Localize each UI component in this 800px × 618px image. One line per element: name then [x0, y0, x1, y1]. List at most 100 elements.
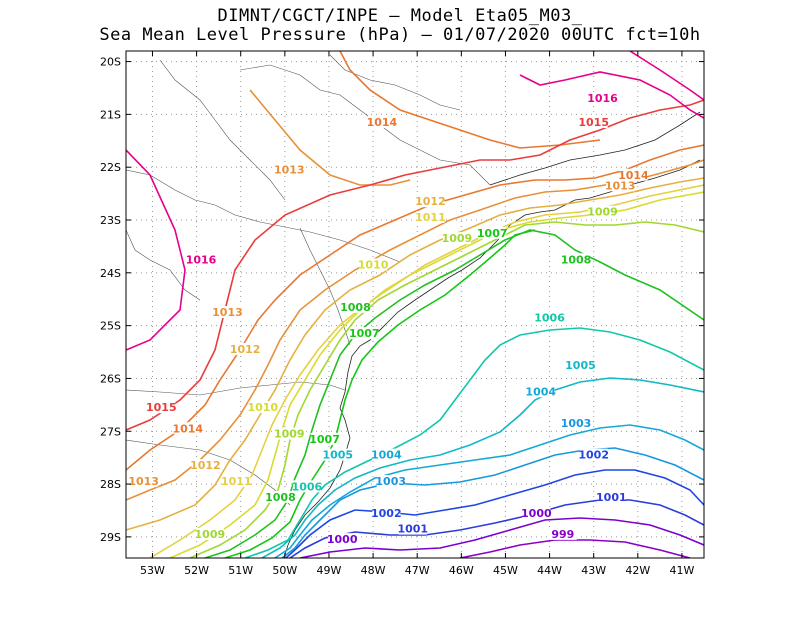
contour-label: 1016 [186, 253, 217, 266]
contour-label-bg [231, 343, 260, 356]
contour-label: 1009 [195, 528, 226, 541]
contour-label: 1005 [565, 359, 596, 372]
isobar-1014 [126, 144, 704, 471]
contour-label-bg [341, 300, 370, 313]
lon-tick-label: 42W [625, 564, 650, 577]
isobar-999 [459, 539, 691, 558]
isobar-1012 [126, 177, 704, 531]
contour-label-bg [566, 358, 595, 371]
contour-label-bg [478, 226, 507, 239]
contour-label: 1002 [371, 507, 402, 520]
lon-tick-label: 51W [228, 564, 253, 577]
contour-label-bg [562, 253, 591, 266]
contour-label-bg [213, 306, 242, 319]
lat-tick-label: 28S [100, 478, 121, 491]
contour-label: 1016 [587, 92, 618, 105]
contour-label: 1011 [415, 211, 446, 224]
contour-label: 1004 [371, 449, 402, 462]
contour-label: 1015 [578, 116, 609, 129]
isobar-1004 [274, 424, 704, 558]
contour-label-bg [275, 427, 304, 440]
contour-label-bg [372, 506, 401, 519]
map-title-line1: DIMNT/CGCT/INPE – Model Eta05_M03_ [217, 6, 583, 26]
lat-lon-grid [126, 51, 704, 558]
lon-tick-label: 43W [581, 564, 606, 577]
contour-label: 1012 [190, 459, 221, 472]
contour-label-bg [359, 258, 388, 271]
isobar-1003 [281, 447, 704, 558]
contour-label-bg [187, 253, 216, 266]
contour-label: 1005 [322, 449, 353, 462]
state-borders [126, 54, 491, 506]
contour-label: 1001 [596, 491, 627, 504]
contour-label: 1009 [442, 232, 473, 245]
lon-tick-label: 52W [184, 564, 209, 577]
contour-label-bg [147, 401, 176, 414]
lon-tick-label: 45W [493, 564, 518, 577]
isobar-1011 [149, 184, 704, 558]
contour-label: 1013 [274, 163, 305, 176]
lon-tick-label: 47W [405, 564, 430, 577]
contour-label-bg [416, 195, 445, 208]
lat-tick-label: 23S [100, 214, 121, 227]
contour-label: 1007 [477, 227, 508, 240]
contour-label: 1010 [358, 259, 389, 272]
contour-label: 1012 [415, 195, 446, 208]
contour-label: 1008 [340, 301, 371, 314]
contour-label: 1011 [221, 475, 252, 488]
lat-tick-label: 25S [100, 320, 121, 333]
isobar-1006 [244, 327, 704, 558]
contour-label: 1004 [525, 385, 556, 398]
contour-label-bg [579, 115, 608, 128]
contour-label-bg [372, 448, 401, 461]
contour-label: 1002 [578, 449, 609, 462]
contour-label: 1003 [561, 417, 592, 430]
isobar-1016 [629, 51, 704, 101]
contour-label-bg [606, 179, 635, 192]
contour-label-bg [562, 416, 591, 429]
coastline [283, 111, 701, 558]
contour-label: 999 [551, 528, 574, 541]
contour-label-bg [266, 490, 295, 503]
contour-label: 1012 [230, 343, 261, 356]
contour-label-bg [350, 327, 379, 340]
contour-label-bg [526, 385, 555, 398]
contour-label: 1015 [146, 401, 177, 414]
isobar-1002 [285, 469, 704, 558]
contour-label: 1009 [587, 206, 618, 219]
contour-label-bg [619, 168, 648, 181]
contour-label: 1007 [349, 327, 380, 340]
contour-label: 1014 [618, 169, 649, 182]
lat-tick-label: 24S [100, 267, 121, 280]
contour-label-bg [129, 475, 158, 488]
contour-label: 1014 [367, 116, 398, 129]
contour-label-bg [535, 311, 564, 324]
contour-label: 1009 [274, 428, 305, 441]
lon-tick-label: 44W [537, 564, 562, 577]
isobar-1000 [299, 517, 704, 558]
contour-label: 1008 [265, 491, 296, 504]
isobar-1007 [224, 229, 536, 558]
contour-label-bg [173, 422, 202, 435]
lat-tick-label: 27S [100, 425, 121, 438]
contour-label-bg [579, 448, 608, 461]
contour-label: 1013 [212, 306, 243, 319]
contour-label-bg [328, 533, 357, 546]
contour-label-bg [292, 480, 321, 493]
lat-tick-label: 21S [100, 108, 121, 121]
isobar-1014 [339, 51, 601, 149]
contour-label: 1008 [561, 253, 592, 266]
isobar-1013 [249, 89, 411, 186]
lat-tick-label: 29S [100, 531, 121, 544]
lat-tick-label: 26S [100, 372, 121, 385]
contour-label: 1006 [292, 480, 323, 493]
contour-label: 1013 [128, 475, 159, 488]
contour-label-bg [191, 459, 220, 472]
lon-tick-label: 46W [449, 564, 474, 577]
contour-label: 1003 [375, 475, 406, 488]
contour-label: 1007 [309, 433, 340, 446]
contour-label: 1000 [327, 533, 358, 546]
contour-label: 1001 [397, 523, 428, 536]
lon-tick-label: 50W [272, 564, 297, 577]
